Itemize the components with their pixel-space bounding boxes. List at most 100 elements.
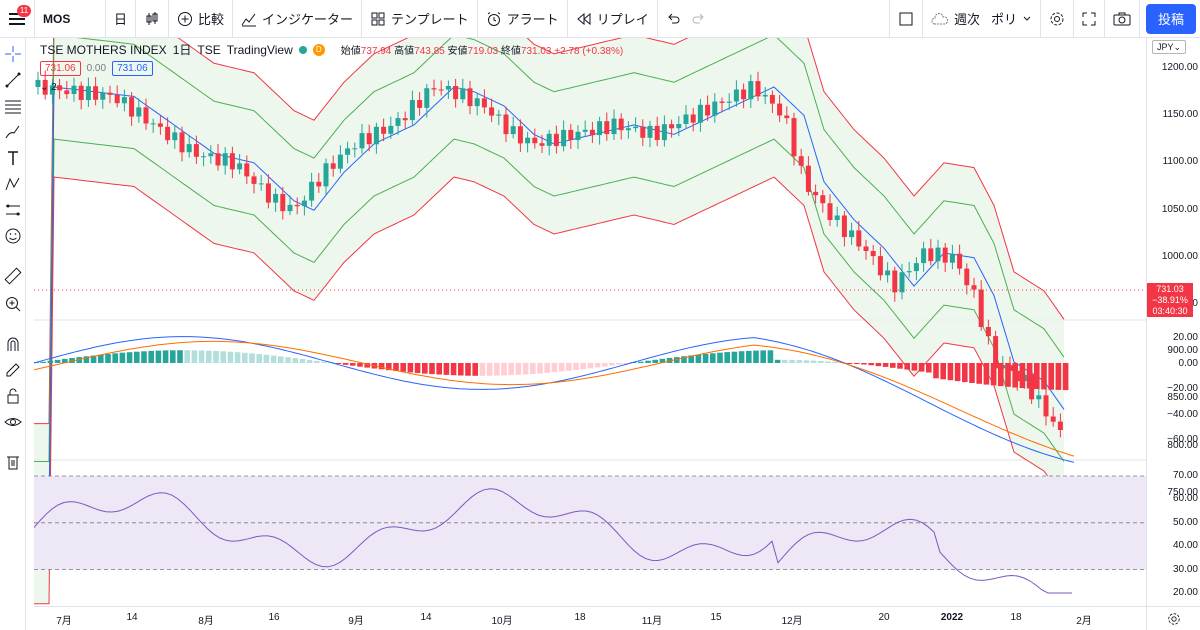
candle-body [798, 156, 804, 166]
candle-body [517, 126, 523, 144]
camera-icon [1113, 12, 1131, 25]
candle-body [280, 194, 286, 212]
candle-body [913, 263, 919, 272]
templates-button[interactable]: テンプレート [362, 0, 478, 38]
candle-body [78, 85, 84, 100]
macd-histogram-bar [580, 363, 586, 370]
trendline-tool[interactable] [3, 70, 23, 90]
eye-icon [4, 418, 22, 426]
ruler-icon [4, 267, 22, 285]
collapse-indicators[interactable]: ⌄ 2 [40, 82, 57, 93]
currency-select[interactable]: JPY ⌄ [1152, 40, 1186, 54]
legend-exchange: TSE [197, 42, 221, 57]
replay-button[interactable]: リプレイ [568, 0, 658, 38]
text-tool[interactable] [3, 148, 23, 168]
candle-body [813, 191, 819, 196]
zoom-tool[interactable] [3, 294, 23, 314]
main-menu-button[interactable]: 11 [0, 0, 34, 38]
compare-button[interactable]: 比較 [169, 0, 234, 38]
remove-drawings-tool[interactable] [3, 452, 23, 472]
settings-button[interactable] [1041, 0, 1074, 38]
chart-canvas[interactable] [33, 0, 1146, 606]
visibility-tool[interactable] [3, 412, 23, 432]
icon-tool[interactable] [3, 226, 23, 246]
symbol-title[interactable]: TSE MOTHERS INDEX [40, 42, 167, 57]
legend-interval: 1日 [172, 43, 192, 57]
fib-tool[interactable] [3, 96, 23, 116]
macd-histogram-bar [962, 363, 968, 383]
macd-histogram-bar [162, 350, 169, 363]
snapshot-button[interactable] [1105, 0, 1140, 38]
time-axis-label: 2月 [1076, 616, 1092, 627]
collapse-chevron-icon: ⌄ [40, 82, 52, 93]
macd-histogram-bar [724, 352, 730, 363]
ruler-tool[interactable] [3, 266, 23, 286]
candle-body [460, 88, 466, 100]
macd-histogram-bar [263, 354, 270, 363]
candle-body [359, 133, 365, 149]
macd-histogram-bar [278, 356, 284, 363]
macd-axis-label: −20.00 [1167, 383, 1198, 395]
candle-body [489, 107, 495, 116]
macd-histogram-bar [652, 359, 658, 363]
candle-body [719, 101, 725, 103]
candle-body [640, 126, 646, 138]
chart-type-button[interactable] [136, 0, 170, 38]
alert-button[interactable]: アラート [478, 0, 568, 38]
chart-pane[interactable] [33, 0, 1146, 606]
candle-body [589, 129, 595, 136]
legend-source: TradingView [226, 42, 293, 57]
signal-line [33, 340, 1075, 457]
poly-label: ポリ [990, 12, 1017, 27]
macd-histogram-bar [926, 363, 932, 373]
fullscreen-button[interactable] [1074, 0, 1105, 38]
brush-tool[interactable] [3, 122, 23, 142]
candle-body [942, 247, 948, 263]
publish-button[interactable]: 投稿 [1145, 3, 1196, 34]
macd-histogram-bar [616, 363, 622, 365]
indicator-chip-center[interactable]: 731.06 [112, 61, 153, 76]
candle-body [1050, 416, 1056, 422]
macd-histogram-bar [551, 363, 558, 373]
current-change: −38.91% [1152, 294, 1188, 305]
lock-tool[interactable] [3, 386, 23, 406]
price-axis-label: 1200.00 [1161, 62, 1198, 73]
interval-button[interactable]: 日 [106, 0, 137, 38]
crosshair-tool[interactable] [3, 44, 23, 64]
macd-histogram-bar [90, 355, 97, 363]
price-axis[interactable]: 1200.001150.001100.001050.001000.00950.0… [1146, 38, 1200, 606]
pattern-tool[interactable] [3, 174, 23, 194]
magnet-tool[interactable] [3, 334, 23, 354]
candle-body [229, 153, 235, 170]
candle-body [474, 98, 480, 107]
symbol-search[interactable]: MOS [34, 0, 106, 38]
candle-body [705, 104, 711, 116]
layout-button[interactable] [888, 0, 923, 38]
redo-icon[interactable] [692, 12, 706, 26]
toolbar-right: 週次 ポリ 投稿 [888, 0, 1200, 38]
macd-histogram-bar [234, 352, 241, 363]
macd-histogram-bar [184, 350, 190, 363]
indicators-button[interactable]: インジケーター [233, 0, 363, 38]
indicator-chip-upper[interactable]: 731.06 [40, 61, 81, 76]
macd-histogram-bar [1034, 363, 1040, 389]
close-value: 731.03 [520, 46, 552, 57]
time-axis[interactable]: 7月 14 8月 16 9月 14 10月 18 11月 15 12月 20 2022 18 2月 [34, 606, 1146, 630]
macd-histogram-bar [666, 357, 673, 363]
price-axis-label: 900.00 [1167, 345, 1198, 357]
layout-name-button[interactable]: 週次 ポリ [923, 0, 1041, 38]
brush-icon [5, 125, 20, 139]
chevron-down-icon [1023, 16, 1031, 21]
candle-body [697, 104, 703, 123]
macd-histogram-bar [1012, 363, 1018, 388]
candle-body [561, 129, 567, 147]
macd-histogram-bar [594, 363, 601, 368]
candle-body [582, 129, 588, 132]
undo-icon[interactable] [666, 12, 680, 26]
macd-histogram-bar [947, 363, 954, 381]
axis-settings-button[interactable] [1146, 606, 1200, 630]
lock-drawings-tool[interactable] [3, 360, 23, 380]
candle-body [928, 248, 934, 262]
measure-tool[interactable] [3, 200, 23, 220]
candle-body [683, 114, 689, 124]
